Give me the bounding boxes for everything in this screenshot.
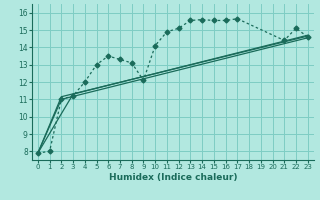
X-axis label: Humidex (Indice chaleur): Humidex (Indice chaleur) bbox=[108, 173, 237, 182]
